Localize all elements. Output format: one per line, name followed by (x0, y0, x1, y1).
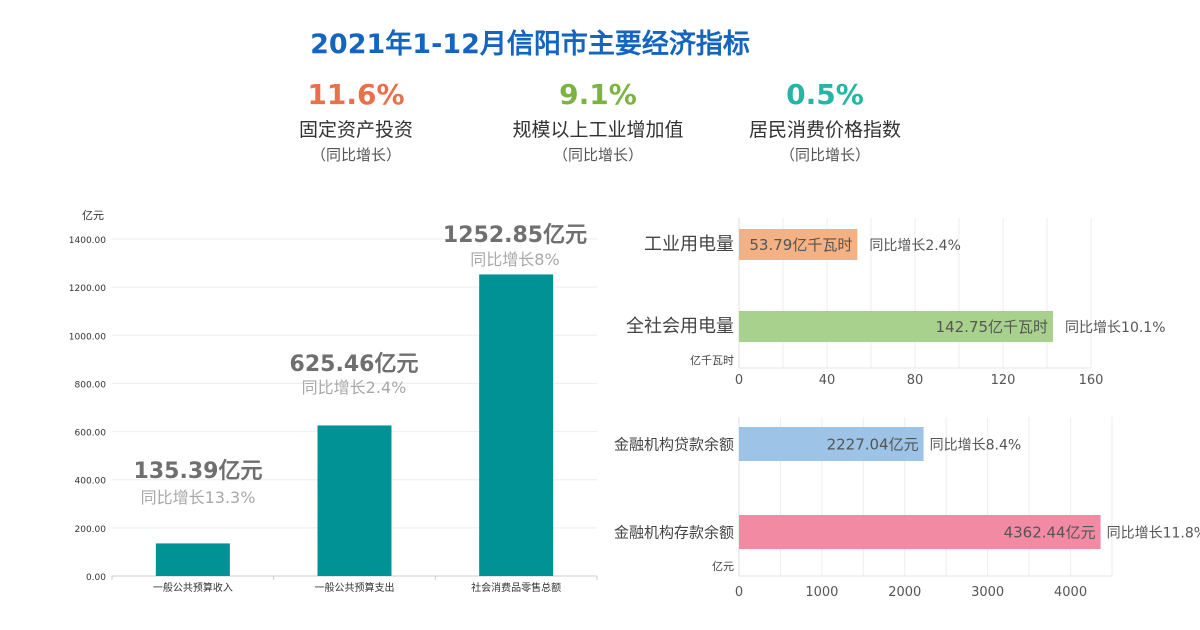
bar (739, 311, 1054, 342)
category-label: 金融机构贷款余额 (614, 435, 734, 453)
growth-label: 同比增长11.8% (1107, 525, 1200, 541)
x-tick-label: 40 (819, 373, 836, 388)
growth-label: 同比增长2.4% (869, 238, 961, 254)
category-label: 工业用电量 (644, 234, 734, 255)
value-label: 1252.85亿元 (443, 223, 587, 248)
x-axis-unit: 亿千瓦时 (690, 354, 734, 367)
value-label: 625.46亿元 (290, 352, 419, 377)
value-label: 53.79亿千瓦时 (749, 236, 852, 254)
x-tick-label: 3000 (971, 585, 1004, 600)
growth-label: 同比增长8.4% (930, 437, 1022, 453)
bar (739, 229, 858, 260)
value-label: 142.75亿千瓦时 (936, 318, 1049, 336)
kpi-cpi: 0.5% 居民消费价格指数 （同比增长） (705, 78, 945, 165)
bar (155, 543, 230, 576)
kpi-fixed-asset-investment: 11.6% 固定资产投资 （同比增长） (236, 78, 476, 165)
kpi-sub: （同比增长） (310, 146, 401, 164)
category-label: 金融机构存款余额 (614, 523, 734, 541)
kpi-label: 规模以上工业增加值 (512, 119, 684, 141)
x-tick-label: 120 (991, 373, 1016, 388)
y-tick-label: 1000.00 (69, 332, 106, 342)
value-label: 4362.44亿元 (1004, 523, 1096, 541)
x-tick-label: 社会消费品零售总额 (471, 581, 561, 594)
growth-label: 同比增长13.3% (141, 488, 256, 507)
value-label: 2227.04亿元 (827, 435, 919, 453)
page-title: 2021年1-12月信阳市主要经济指标 (310, 29, 750, 60)
kpi-value: 11.6% (307, 78, 405, 111)
x-tick-label: 160 (1079, 373, 1104, 388)
x-tick-label: 2000 (888, 585, 921, 600)
kpi-value: 9.1% (559, 78, 637, 111)
x-axis-unit: 亿元 (712, 560, 734, 573)
kpi-sub: （同比增长） (552, 146, 643, 164)
x-tick-label: 80 (907, 373, 924, 388)
y-tick-label: 400.00 (75, 477, 107, 487)
y-tick-label: 1400.00 (69, 236, 106, 246)
bar (739, 427, 924, 461)
x-tick-label: 0 (735, 585, 743, 600)
x-tick-label: 一般公共预算支出 (315, 581, 395, 594)
y-tick-label: 200.00 (75, 525, 107, 535)
kpi-value: 0.5% (786, 78, 864, 111)
growth-label: 同比增长2.4% (302, 378, 407, 397)
kpi-industrial-value-added: 9.1% 规模以上工业增加值 （同比增长） (478, 78, 718, 165)
x-tick-label: 一般公共预算收入 (153, 581, 233, 594)
y-tick-label: 0.00 (86, 573, 106, 583)
x-tick-label: 4000 (1054, 585, 1087, 600)
kpi-label: 居民消费价格指数 (748, 119, 901, 141)
growth-label: 同比增长8% (470, 250, 559, 269)
y-tick-label: 1200.00 (69, 284, 106, 294)
bar (739, 515, 1101, 549)
x-tick-label: 1000 (805, 585, 838, 600)
kpi-sub: （同比增长） (779, 146, 870, 164)
x-tick-label: 0 (735, 373, 743, 388)
kpi-label: 固定资产投资 (298, 119, 413, 141)
bar (479, 274, 554, 576)
category-label: 全社会用电量 (626, 316, 734, 337)
y-tick-label: 600.00 (75, 429, 107, 439)
bar (317, 425, 392, 576)
growth-label: 同比增长10.1% (1065, 320, 1165, 336)
y-tick-label: 800.00 (75, 380, 107, 390)
value-label: 135.39亿元 (134, 459, 263, 484)
y-axis-unit: 亿元 (82, 209, 104, 222)
